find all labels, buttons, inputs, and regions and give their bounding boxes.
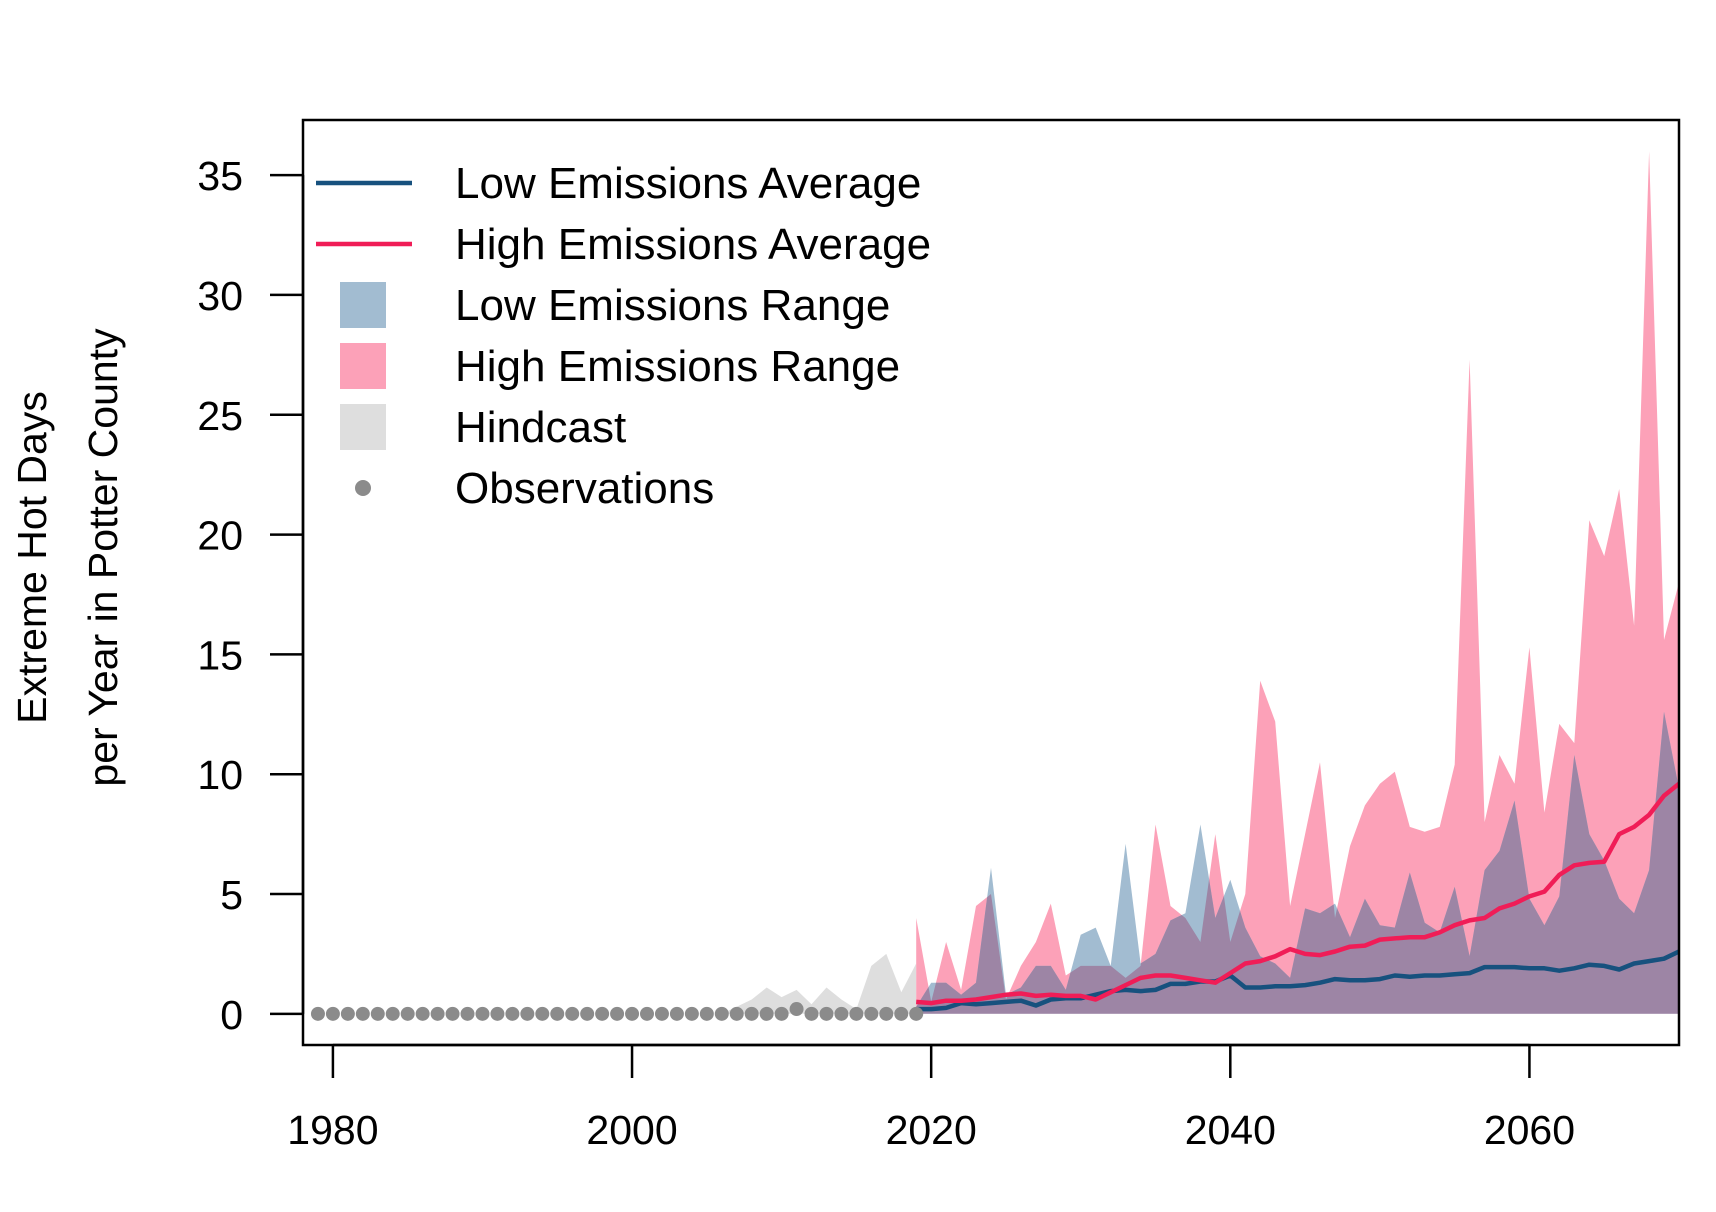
- observation-point: [894, 1006, 909, 1021]
- x-tick-label: 2060: [1484, 1107, 1575, 1153]
- observation-point: [640, 1006, 654, 1021]
- observation-point: [654, 1006, 669, 1021]
- observation-point: [879, 1006, 894, 1021]
- legend-item: Observations: [355, 464, 714, 513]
- y-axis: 0 5 10 15 20 25 30 35: [197, 153, 305, 1038]
- y-tick-label: 20: [197, 513, 243, 559]
- legend-label: Observations: [455, 464, 714, 513]
- legend-item: Low Emissions Average: [316, 159, 921, 208]
- observation-point: [445, 1006, 460, 1021]
- observation-point: [789, 1002, 804, 1017]
- observation-point: [834, 1006, 849, 1021]
- observation-point: [520, 1006, 535, 1021]
- observation-point: [325, 1006, 340, 1021]
- observation-point: [669, 1006, 684, 1021]
- legend-item: Hindcast: [340, 403, 626, 452]
- observation-point: [759, 1006, 774, 1021]
- high-emissions-average-line: [916, 782, 1679, 1006]
- x-tick-label: 2020: [886, 1107, 977, 1153]
- x-axis: 1980 2000 2020 2040 2060: [287, 1043, 1575, 1153]
- observation-point: [744, 1006, 759, 1021]
- y-tick-label: 0: [220, 992, 243, 1038]
- legend-label: Hindcast: [455, 403, 626, 452]
- observation-point: [699, 1006, 714, 1021]
- legend-fill-swatch: [340, 343, 386, 389]
- low-high-overlap-area: [916, 711, 1679, 1014]
- observation-point: [535, 1006, 550, 1021]
- observation-point: [490, 1006, 505, 1021]
- observation-point: [864, 1006, 879, 1021]
- observation-point: [460, 1006, 475, 1021]
- observation-point: [909, 1006, 924, 1021]
- y-tick-label: 30: [197, 273, 243, 319]
- legend-label: Low Emissions Average: [455, 159, 921, 208]
- observation-point: [625, 1006, 640, 1021]
- observation-point: [819, 1006, 834, 1021]
- x-tick-label: 2040: [1185, 1107, 1276, 1153]
- observation-point: [565, 1006, 580, 1021]
- y-tick-label: 15: [197, 632, 243, 678]
- x-tick-label: 1980: [287, 1107, 378, 1153]
- plot-marks: [310, 151, 1679, 1021]
- observation-point: [355, 1006, 370, 1021]
- legend-label: High Emissions Average: [455, 220, 931, 269]
- low-emissions-average-line: [916, 949, 1679, 1012]
- legend-item: High Emissions Range: [340, 342, 900, 391]
- observation-point: [400, 1006, 415, 1021]
- observation-point: [415, 1006, 430, 1021]
- observation-point: [849, 1006, 864, 1021]
- legend-label: Low Emissions Range: [455, 281, 890, 330]
- observation-point: [475, 1006, 490, 1021]
- legend-item: High Emissions Average: [316, 220, 931, 269]
- observation-point: [684, 1006, 699, 1021]
- observation-point: [370, 1006, 385, 1021]
- y-tick-label: 35: [197, 153, 243, 199]
- observation-point: [340, 1006, 355, 1021]
- observation-point: [774, 1006, 789, 1021]
- legend-label: High Emissions Range: [455, 342, 900, 391]
- observation-point: [385, 1006, 400, 1021]
- observation-point: [595, 1006, 610, 1021]
- observation-point: [505, 1006, 520, 1021]
- y-tick-label: 25: [197, 393, 243, 439]
- legend: Low Emissions Average High Emissions Aver…: [316, 159, 931, 513]
- x-tick-label: 2000: [586, 1107, 677, 1153]
- legend-item: Low Emissions Range: [340, 281, 890, 330]
- legend-fill-swatch: [340, 404, 386, 450]
- observation-point: [804, 1006, 819, 1021]
- y-axis-title-line-2: per Year in Potter County: [80, 328, 126, 787]
- plot-area: [310, 151, 1679, 1021]
- observation-point: [550, 1006, 565, 1021]
- observation-point: [610, 1006, 625, 1021]
- observation-point: [430, 1006, 445, 1021]
- observation-point: [310, 1006, 325, 1021]
- observation-point: [580, 1006, 595, 1021]
- legend-point-swatch: [355, 480, 371, 496]
- observation-point: [714, 1006, 729, 1021]
- legend-fill-swatch: [340, 282, 386, 328]
- y-tick-label: 5: [220, 872, 243, 918]
- observation-point: [729, 1006, 744, 1021]
- hindcast-range-area: [721, 953, 917, 1014]
- y-tick-label: 10: [197, 752, 243, 798]
- y-axis-title-line-1: Extreme Hot Days: [9, 391, 55, 724]
